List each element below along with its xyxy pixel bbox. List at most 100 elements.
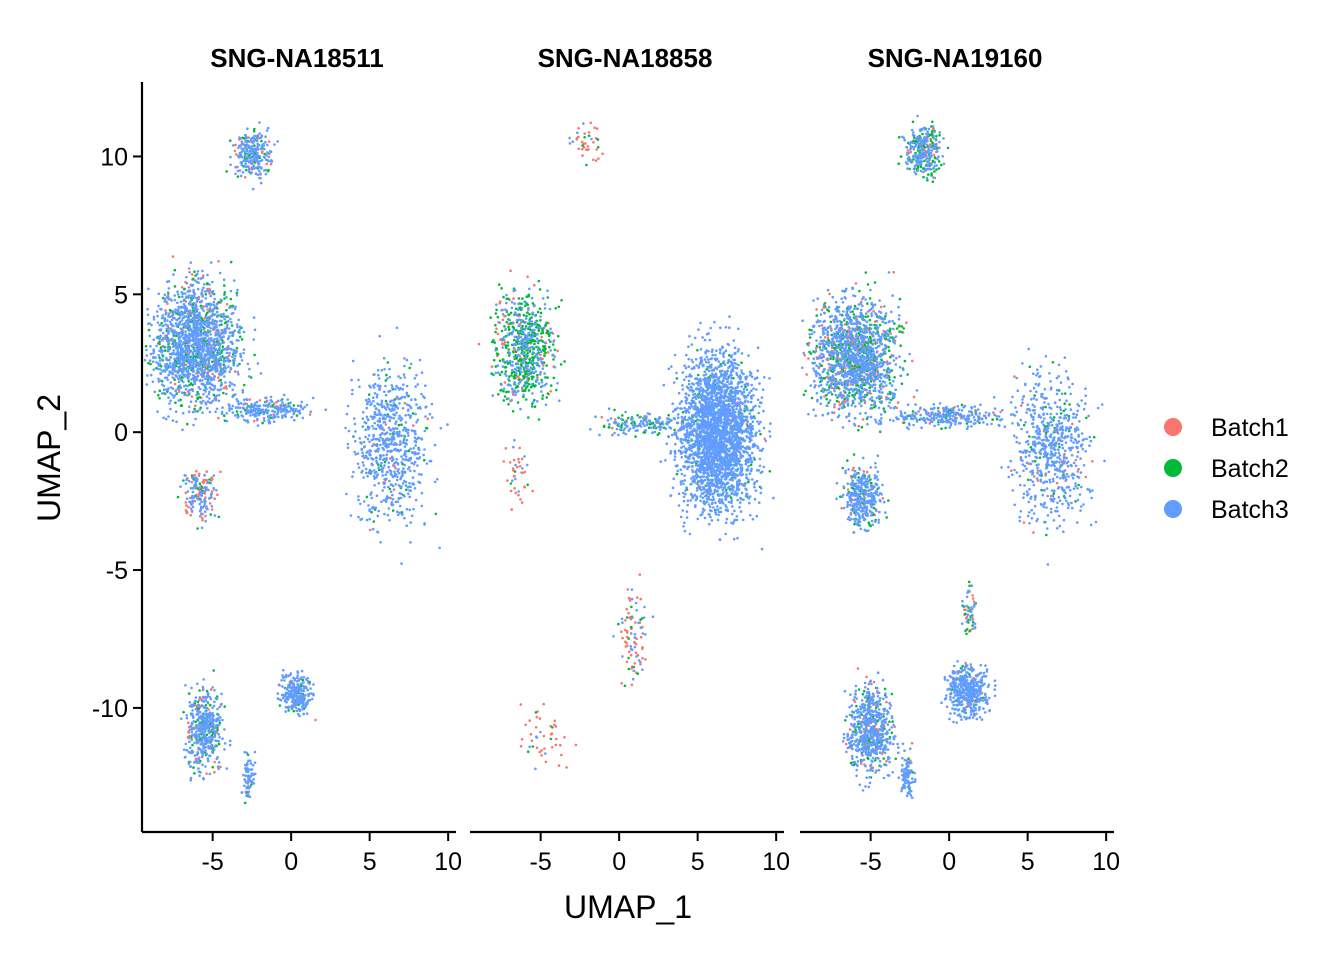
- scatter-points: [143, 121, 449, 805]
- point-batch1: [269, 162, 273, 166]
- point-batch1: [217, 376, 220, 379]
- point-batch3: [190, 686, 193, 690]
- point-batch3: [246, 761, 249, 765]
- point-batch1: [628, 599, 632, 602]
- point-batch3: [390, 502, 393, 506]
- point-batch3: [247, 775, 250, 778]
- point-batch3: [281, 414, 284, 418]
- point-batch2: [523, 370, 526, 373]
- point-batch3: [215, 310, 219, 314]
- point-batch3: [219, 362, 222, 366]
- point-batch3: [247, 790, 251, 794]
- point-batch3: [236, 406, 239, 409]
- point-batch3: [198, 351, 201, 355]
- point-batch3: [194, 314, 198, 317]
- point-batch3: [207, 318, 210, 322]
- point-batch2: [537, 279, 541, 283]
- point-batch3: [217, 767, 220, 771]
- point-batch3: [200, 293, 203, 296]
- point-batch3: [412, 446, 416, 450]
- point-batch2: [512, 375, 516, 379]
- point-batch3: [290, 686, 294, 689]
- point-batch2: [405, 488, 408, 492]
- point-batch3: [187, 316, 190, 320]
- point-batch3: [167, 342, 171, 345]
- point-batch2: [548, 345, 551, 349]
- point-batch2: [505, 297, 508, 301]
- point-batch3: [523, 366, 527, 370]
- point-batch3: [194, 476, 198, 480]
- point-batch3: [271, 409, 274, 413]
- point-batch1: [211, 372, 214, 376]
- x-tick-label: 10: [434, 848, 462, 876]
- point-batch3: [208, 340, 211, 344]
- point-batch3: [259, 409, 262, 413]
- point-batch1: [623, 628, 627, 632]
- point-batch3: [196, 374, 200, 378]
- point-batch2: [607, 426, 611, 429]
- point-batch2: [499, 389, 502, 392]
- point-batch3: [361, 417, 365, 421]
- point-batch3: [202, 504, 206, 508]
- point-batch3: [519, 407, 522, 411]
- point-batch3: [240, 163, 244, 167]
- point-batch3: [172, 333, 175, 336]
- point-batch3: [197, 334, 200, 338]
- point-batch3: [289, 401, 292, 405]
- point-batch3: [146, 374, 149, 377]
- point-batch1: [553, 719, 557, 723]
- point-batch3: [295, 676, 299, 680]
- point-batch3: [553, 355, 556, 358]
- point-batch3: [182, 380, 185, 384]
- point-batch3: [213, 353, 216, 357]
- point-batch3: [176, 301, 179, 305]
- point-batch3: [502, 338, 506, 342]
- point-batch3: [214, 745, 217, 748]
- point-batch3: [420, 371, 424, 374]
- point-batch3: [250, 162, 253, 165]
- point-batch2: [173, 268, 177, 272]
- point-batch3: [532, 361, 535, 365]
- point-batch3: [529, 360, 533, 363]
- point-batch3: [413, 487, 417, 490]
- point-batch3: [195, 344, 198, 347]
- point-batch2: [253, 161, 257, 164]
- point-batch3: [177, 335, 181, 339]
- point-batch3: [520, 370, 523, 374]
- point-batch3: [420, 437, 423, 440]
- point-batch3: [209, 738, 212, 741]
- point-batch3: [209, 261, 213, 264]
- point-batch3: [193, 380, 196, 383]
- point-batch1: [171, 255, 175, 258]
- point-batch2: [210, 360, 214, 364]
- point-batch1: [557, 764, 561, 767]
- point-batch2: [158, 389, 162, 393]
- point-batch3: [181, 305, 184, 309]
- point-batch3: [166, 291, 170, 294]
- point-batch2: [543, 345, 547, 348]
- point-batch3: [185, 334, 188, 338]
- point-batch2: [158, 340, 161, 344]
- point-batch3: [204, 387, 208, 390]
- point-batch3: [379, 413, 383, 417]
- point-batch3: [159, 307, 162, 311]
- point-batch2: [175, 392, 179, 395]
- point-batch1: [531, 489, 534, 493]
- point-batch1: [500, 342, 504, 346]
- point-batch3: [395, 395, 399, 399]
- point-batch3: [402, 434, 406, 438]
- point-batch3: [167, 373, 170, 377]
- point-batch3: [517, 330, 521, 333]
- point-batch3: [393, 462, 396, 465]
- point-batch3: [347, 429, 351, 433]
- point-batch3: [527, 306, 530, 310]
- point-batch3: [236, 169, 240, 173]
- point-batch3: [385, 477, 388, 481]
- point-batch3: [507, 377, 510, 381]
- point-batch1: [501, 318, 505, 322]
- point-batch3: [284, 406, 287, 409]
- point-batch3: [203, 502, 207, 506]
- point-batch3: [400, 474, 404, 478]
- point-batch3: [209, 327, 212, 330]
- point-batch3: [216, 765, 220, 768]
